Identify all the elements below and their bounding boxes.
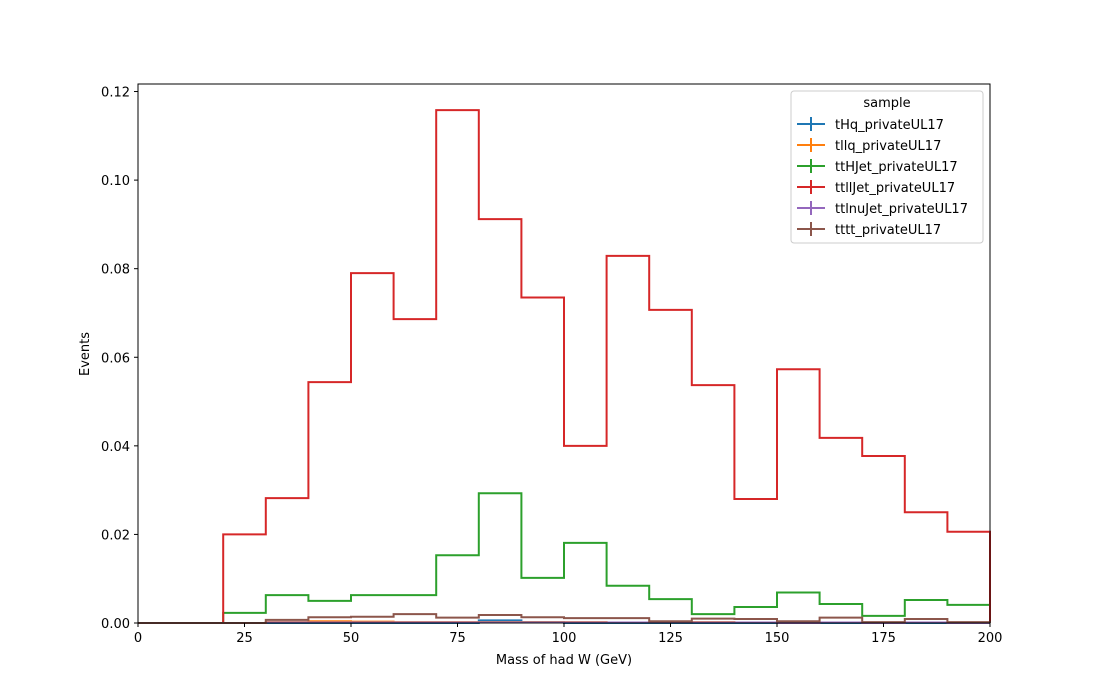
x-tick-label: 125	[658, 631, 683, 646]
y-tick-label: 0.10	[101, 174, 130, 189]
legend-entry: tttt_privateUL17	[797, 222, 941, 238]
legend-box	[790, 90, 984, 244]
series-line-ttHJet_privateUL17	[138, 492, 991, 624]
x-tick-label: 50	[343, 631, 360, 646]
x-axis-ticks: 0 25 50 75 100 125 150 175 200	[134, 623, 1003, 646]
legend-title: sample	[863, 96, 910, 111]
y-axis-label: Events	[78, 332, 93, 376]
y-tick-label: 0.08	[101, 263, 130, 278]
y-tick-label: 0.00	[101, 617, 130, 632]
x-axis-label: Mass of had W (GeV)	[496, 653, 632, 668]
x-tick-label: 0	[134, 631, 142, 646]
series-line-tttt_privateUL17	[138, 613, 991, 624]
y-tick-label: 0.06	[101, 351, 130, 366]
legend-label: ttHJet_privateUL17	[835, 160, 958, 175]
y-tick-label: 0.04	[101, 440, 130, 455]
legend-entry: ttlnuJet_privateUL17	[797, 201, 968, 217]
legend-entry: ttllJet_privateUL17	[797, 180, 955, 196]
legend-entry: ttHJet_privateUL17	[797, 159, 958, 175]
legend-entry: tHq_privateUL17	[797, 117, 944, 133]
legend-label: tttt_privateUL17	[835, 223, 941, 238]
series-line-ttllJet_privateUL17	[138, 109, 991, 624]
y-tick-label: 0.12	[101, 86, 130, 101]
y-tick-label: 0.02	[101, 528, 130, 543]
x-tick-label: 75	[449, 631, 466, 646]
x-tick-label: 200	[978, 631, 1003, 646]
legend-entry: tllq_privateUL17	[797, 138, 941, 154]
legend-label: ttllJet_privateUL17	[835, 181, 955, 196]
x-tick-label: 150	[765, 631, 790, 646]
legend-label: tHq_privateUL17	[835, 118, 944, 133]
legend-entries: tHq_privateUL17 tllq_privateUL17 ttHJet_pr…	[797, 117, 968, 238]
x-tick-label: 100	[552, 631, 577, 646]
y-axis-ticks: 0.00 0.02 0.04 0.06 0.08 0.10 0.12	[101, 86, 138, 632]
x-tick-label: 175	[871, 631, 896, 646]
x-tick-label: 25	[236, 631, 253, 646]
legend-label: ttlnuJet_privateUL17	[835, 202, 968, 217]
legend-label: tllq_privateUL17	[835, 139, 941, 154]
legend: sample tHq_privateUL17 tllq_privateUL17tt…	[790, 90, 984, 244]
